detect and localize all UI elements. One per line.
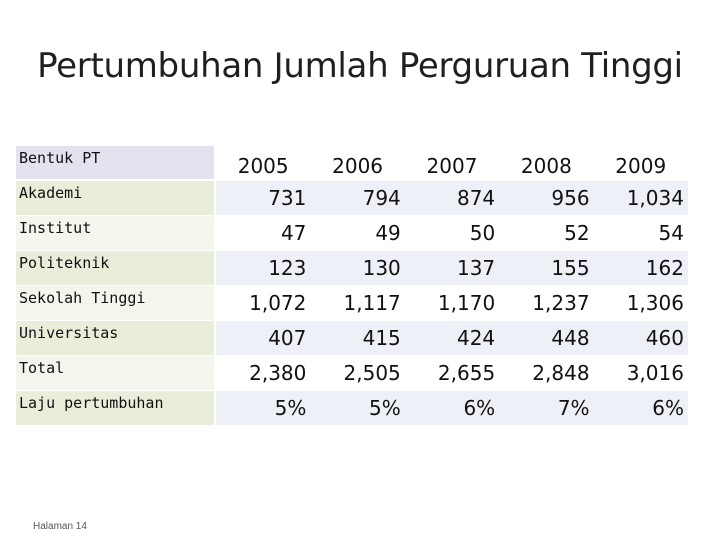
table-row: 5% 5% 6% 7% 6% (216, 391, 688, 426)
row-label: Akademi (16, 181, 214, 216)
table-cell: 1,237 (532, 291, 590, 315)
row-label: Universitas (16, 321, 214, 356)
table-cell: 47 (280, 221, 307, 245)
table-cell: 5% (369, 396, 401, 420)
table-row: 2,380 2,505 2,655 2,848 3,016 (216, 356, 688, 391)
table-cell: 794 (362, 186, 401, 210)
table-cell: 1,306 (626, 291, 684, 315)
table-row: 47 49 50 52 54 (216, 216, 688, 251)
table-cell: 407 (268, 326, 307, 350)
table-cell: 7% (557, 396, 590, 420)
table-cell: 5% (274, 396, 307, 420)
year-header-cell: 2009 (615, 154, 667, 178)
year-header-cell: 2008 (520, 154, 572, 178)
table-cell: 424 (456, 326, 496, 350)
row-label: Total (16, 356, 214, 391)
table-row: 407 415 424 448 460 (216, 321, 688, 356)
page-title: Pertumbuhan Jumlah Perguruan Tinggi (37, 46, 683, 86)
table-cell: 130 (362, 256, 401, 280)
table-cell: 1,072 (249, 291, 307, 315)
row-label-column: Bentuk PT Akademi Institut Politeknik Se… (16, 146, 214, 426)
year-header-row: 2005 2006 2007 2008 2009 (216, 146, 688, 181)
table-cell: 2,655 (437, 361, 496, 385)
table-cell: 2,848 (532, 361, 590, 385)
data-table: 2005 2006 2007 2008 2009 731 794 874 956… (216, 146, 688, 426)
row-label: Sekolah Tinggi (16, 286, 214, 321)
header-label-cell: Bentuk PT (16, 146, 214, 181)
table-row: 123 130 137 155 162 (216, 251, 688, 286)
table-cell: 50 (469, 221, 496, 245)
table-cell: 3,016 (626, 361, 684, 385)
table-cell: 162 (645, 256, 684, 280)
table-cell: 448 (551, 326, 590, 350)
year-header-cell: 2005 (237, 154, 289, 178)
table-cell: 123 (268, 256, 307, 280)
table-cell: 2,505 (343, 361, 401, 385)
table-row: 731 794 874 956 1,034 (216, 181, 688, 216)
row-label: Institut (16, 216, 214, 251)
table-cell: 1,170 (437, 291, 496, 315)
table-cell: 415 (362, 326, 401, 350)
page-number: Halaman 14 (33, 521, 87, 532)
table-cell: 874 (456, 186, 496, 210)
row-label: Politeknik (16, 251, 214, 286)
table-row: 1,072 1,117 1,170 1,237 1,306 (216, 286, 688, 321)
table-cell: 1,117 (343, 291, 401, 315)
year-header-cell: 2007 (426, 154, 478, 178)
table-cell: 6% (463, 396, 496, 420)
table-cell: 6% (652, 396, 684, 420)
table-cell: 137 (456, 256, 496, 280)
table-cell: 731 (268, 186, 307, 210)
table-cell: 2,380 (249, 361, 307, 385)
table-cell: 49 (375, 221, 401, 245)
table-cell: 52 (564, 221, 590, 245)
year-header-cell: 2006 (332, 154, 384, 178)
table-cell: 460 (645, 326, 684, 350)
row-label: Laju pertumbuhan (16, 391, 214, 426)
table-cell: 956 (551, 186, 590, 210)
table-cell: 54 (658, 221, 684, 245)
table-cell: 1,034 (626, 186, 684, 210)
table-cell: 155 (551, 256, 590, 280)
